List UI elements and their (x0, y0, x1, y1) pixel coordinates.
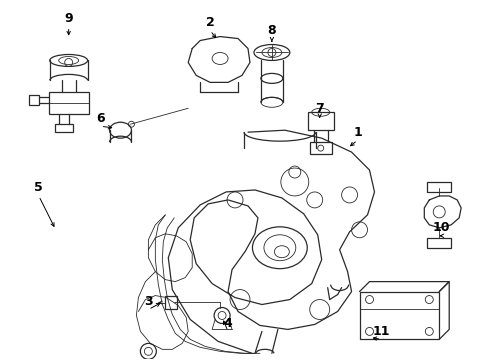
Bar (309, 142, 331, 154)
Bar (55, 124, 73, 132)
Text: 1: 1 (352, 126, 361, 139)
Bar (359, 292, 438, 339)
Text: 2: 2 (205, 16, 214, 29)
Bar (49, 92, 88, 114)
Bar (165, 296, 177, 310)
Text: 9: 9 (64, 12, 73, 25)
Bar (29, 95, 39, 105)
Text: 5: 5 (34, 181, 43, 194)
Bar (427, 182, 450, 192)
Text: 8: 8 (267, 24, 276, 37)
Text: 4: 4 (223, 317, 232, 330)
Text: 6: 6 (96, 112, 104, 125)
Bar (427, 238, 450, 248)
Bar (307, 112, 333, 130)
Text: 10: 10 (431, 221, 449, 234)
Text: 3: 3 (144, 295, 152, 308)
Text: 11: 11 (372, 325, 389, 338)
Text: 7: 7 (315, 102, 324, 115)
